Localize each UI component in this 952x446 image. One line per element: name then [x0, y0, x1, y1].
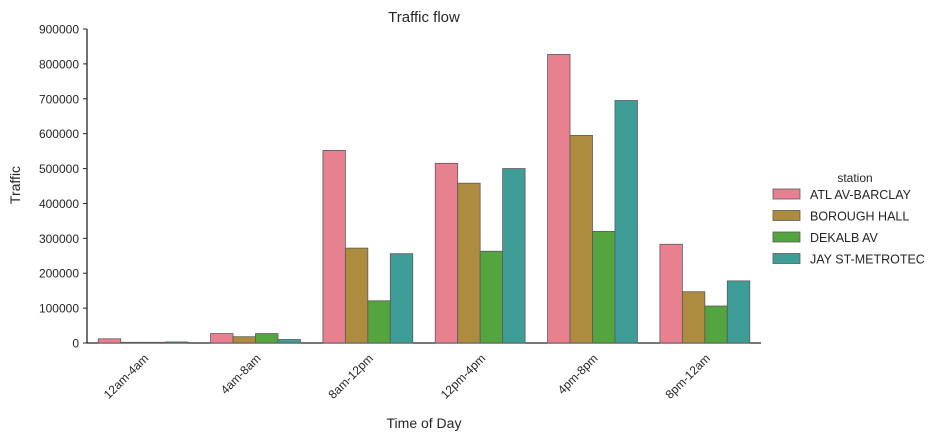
- y-tick-label: 900000: [39, 23, 79, 37]
- bar: [232, 336, 256, 344]
- bar: [457, 182, 481, 344]
- y-tick-label: 800000: [39, 57, 79, 71]
- bar: [681, 291, 706, 344]
- bar: [547, 54, 571, 344]
- legend-title: station: [837, 171, 872, 185]
- legend-label: DEKALB AV: [810, 231, 879, 245]
- legend-swatch: [772, 231, 801, 243]
- bar: [592, 230, 616, 344]
- bar: [726, 280, 751, 344]
- y-tick-label: 600000: [39, 127, 79, 141]
- x-tick-label: 4pm-8pm: [555, 351, 601, 397]
- axes: 0 100000 200000 300000 400000 500000 600000 700…: [39, 23, 761, 402]
- bar: [165, 341, 189, 344]
- bar: [434, 162, 459, 344]
- y-tick-label: 400000: [39, 197, 79, 211]
- y-axis-label: Traffic: [7, 166, 23, 204]
- chart-title: Traffic flow: [388, 9, 460, 26]
- bar: [142, 341, 167, 344]
- bars: [97, 54, 751, 344]
- x-tick-label: 4am-8am: [218, 351, 264, 397]
- legend: ATL AV-BARCLAY BOROUGH HALL DEKALB AV JAY S…: [772, 188, 925, 267]
- legend-swatch: [772, 253, 801, 264]
- legend-label: BOROUGH HALL: [810, 210, 909, 224]
- bar: [255, 333, 279, 344]
- bar: [120, 341, 144, 344]
- bar: [659, 243, 683, 344]
- x-tick-label: 8am-12pm: [325, 351, 375, 401]
- bar: [210, 333, 234, 344]
- legend-swatch: [772, 210, 801, 221]
- legend-label: JAY ST-METROTEC: [810, 253, 925, 267]
- y-tick-label: 200000: [39, 267, 79, 281]
- legend-label: ATL AV-BARCLAY: [810, 188, 912, 202]
- bar: [97, 338, 122, 344]
- bar: [389, 253, 414, 344]
- bar: [569, 135, 593, 344]
- bar: [479, 250, 504, 344]
- y-tick-label: 100000: [39, 302, 79, 316]
- y-tick-label: 300000: [39, 232, 79, 246]
- bar: [322, 150, 346, 344]
- bar: [367, 300, 391, 344]
- x-axis-label: Time of Day: [387, 415, 462, 431]
- bar: [704, 305, 728, 344]
- y-tick-label: 500000: [39, 162, 79, 176]
- bar: [502, 168, 526, 344]
- x-tick-label: 8pm-12am: [662, 351, 712, 401]
- bar: [277, 339, 301, 344]
- x-tick-label: 12pm-4pm: [438, 351, 488, 401]
- bar: [344, 247, 369, 344]
- bar: [614, 100, 638, 344]
- legend-swatch: [772, 188, 801, 200]
- x-tick-label: 12am-4am: [101, 351, 151, 401]
- y-tick-label: 0: [72, 337, 79, 351]
- y-tick-label: 700000: [39, 92, 79, 106]
